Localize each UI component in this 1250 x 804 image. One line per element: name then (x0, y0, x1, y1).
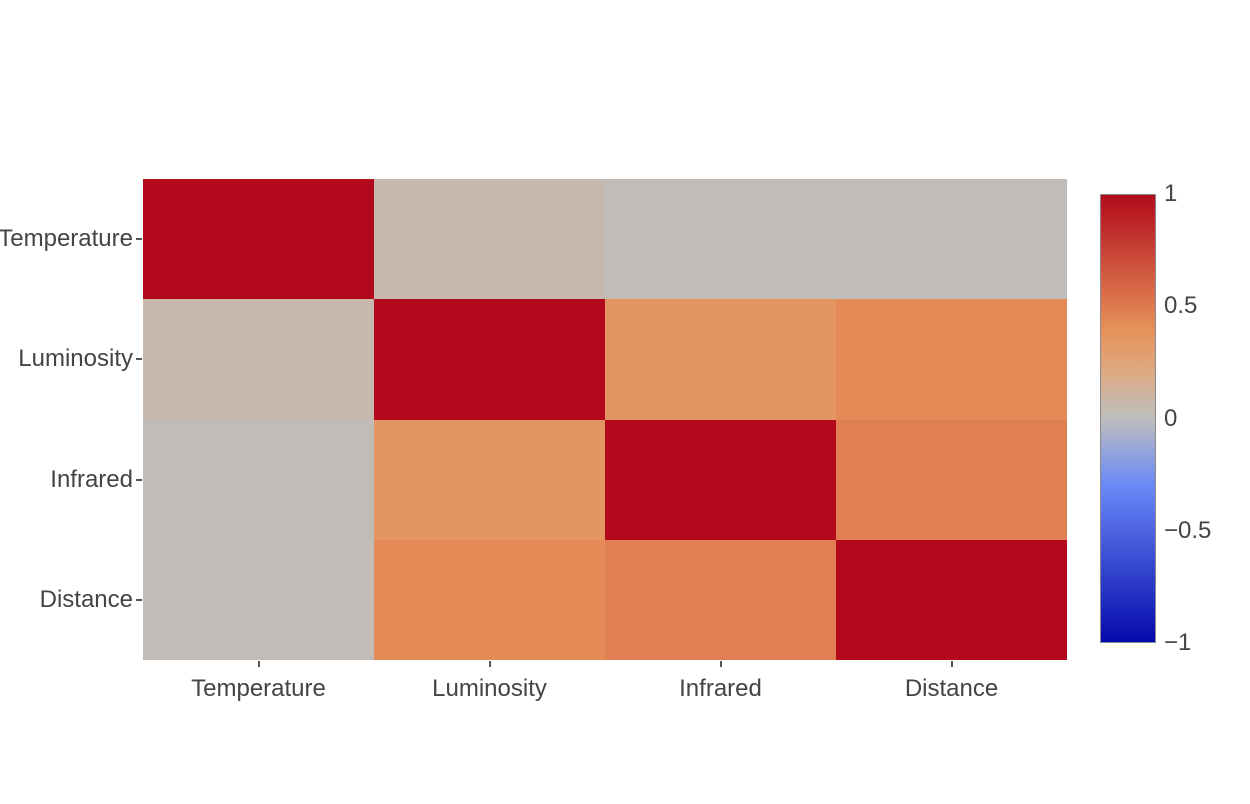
x-tick-mark (950, 661, 953, 667)
heatmap-cell[interactable] (374, 179, 605, 300)
heatmap-cell[interactable] (143, 299, 374, 420)
colorbar-gradient (1101, 195, 1155, 642)
x-tick-mark (488, 661, 491, 667)
colorbar-tick-label: −1 (1164, 629, 1192, 656)
y-axis-label: Infrared (50, 465, 133, 493)
heatmap-cell[interactable] (836, 419, 1067, 540)
heatmap-cell[interactable] (374, 299, 605, 420)
heatmap-cell[interactable] (143, 179, 374, 300)
heatmap-cell[interactable] (836, 299, 1067, 420)
colorbar-tick-label: 0.5 (1164, 292, 1198, 320)
x-axis-label: Infrared (679, 675, 762, 702)
x-axis-label: Distance (904, 675, 999, 702)
colorbar-tick-label: 1 (1164, 180, 1178, 207)
y-tick-mark (136, 358, 142, 361)
heatmap-cell[interactable] (836, 179, 1067, 300)
x-tick-mark (257, 661, 260, 667)
x-axis-label: Luminosity (432, 675, 547, 702)
x-axis-label: Temperature (191, 675, 326, 702)
y-tick-mark (136, 478, 142, 481)
heatmap-cell[interactable] (605, 419, 836, 540)
heatmap-cell[interactable] (605, 299, 836, 420)
y-axis-label: Temperature (0, 225, 133, 253)
heatmap-cell[interactable] (374, 539, 605, 660)
colorbar-tick-label: 0 (1164, 404, 1178, 432)
y-tick-mark (136, 238, 142, 241)
heatmap-cell[interactable] (836, 539, 1067, 660)
heatmap-cell[interactable] (143, 419, 374, 540)
colorbar-tick-label: −0.5 (1164, 516, 1212, 544)
heatmap-cell[interactable] (605, 179, 836, 300)
x-tick-mark (719, 661, 722, 667)
colorbar (1100, 194, 1156, 643)
heatmap-cell[interactable] (143, 539, 374, 660)
y-axis-label: Luminosity (18, 345, 133, 373)
y-tick-mark (136, 598, 142, 601)
heatmap-cell[interactable] (605, 539, 836, 660)
heatmap-plot-area[interactable] (143, 179, 1067, 660)
heatmap-cell[interactable] (374, 419, 605, 540)
y-axis-label: Distance (39, 585, 133, 613)
